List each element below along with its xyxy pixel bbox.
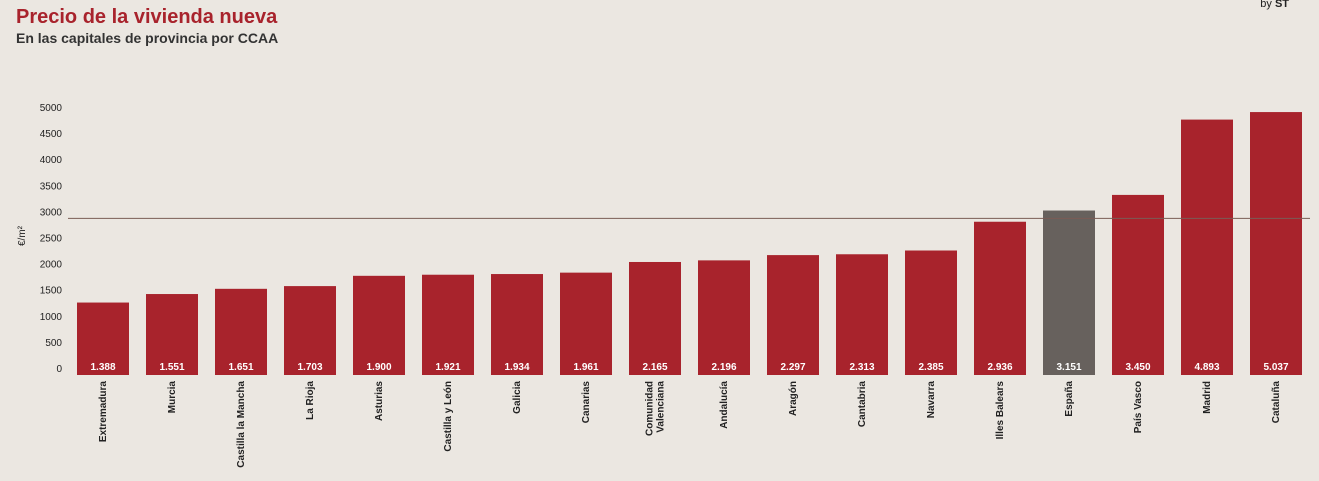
bar [77,302,129,375]
y-axis: 0 500 1000 1500 2000 2500 3000 3500 4000 4500 5000… [17,103,62,375]
y-tick-label: 1000 [40,312,63,323]
data-label: 1.934 [504,362,529,373]
x-tick-label: Castilla la Mancha [236,381,247,468]
x-tick-label-group: Castilla y León [443,381,454,452]
x-tick-label-group: Galicia [512,381,523,414]
y-tick-label: 2500 [40,234,63,245]
x-tick-label-group: Canarias [581,381,592,424]
y-axis-label: €/m² [17,225,28,246]
data-label: 2.297 [780,362,805,373]
y-tick-label: 3000 [40,207,63,218]
bar [698,260,750,375]
bars: 1.388 1.551 1.651 1.703 1.900 1.921 1.934 1.961… [77,112,1302,375]
data-label: 2.313 [849,362,874,373]
y-tick-label: 2000 [40,260,63,271]
credit: by ST [1260,0,1289,10]
chart-subtitle: En las capitales de provincia por CCAA [16,30,279,46]
x-tick-label: España [1064,381,1075,417]
data-label: 4.893 [1194,362,1219,373]
x-tick-label-group: Castilla la Mancha [236,381,247,468]
x-tick-label: Extremadura [98,381,109,443]
data-label: 1.961 [573,362,598,373]
x-tick-label: Castilla y León [443,381,454,452]
y-tick-label: 3500 [40,181,63,192]
x-tick-label-group: Murcia [167,381,178,414]
x-tick-label-group: Cataluña [1271,381,1282,424]
bar [836,254,888,375]
x-tick-label: Navarra [926,381,937,419]
y-tick-label: 0 [56,364,62,375]
data-label: 1.388 [90,362,115,373]
bar [905,250,957,375]
data-label: 5.037 [1263,362,1288,373]
credit-prefix: by [1260,0,1272,10]
x-tick-label-group: Madrid [1202,381,1213,414]
x-tick-label: Asturias [374,381,385,421]
x-tick-label: Cantabria [857,381,868,428]
x-tick-label: Valenciana [656,381,667,433]
y-tick-label: 5000 [40,103,63,114]
x-tick-label: La Rioja [305,381,316,420]
x-tick-label-group: La Rioja [305,381,316,420]
x-tick-label-group: Illes Balears [995,381,1006,440]
x-tick-label: Canarias [581,381,592,424]
data-label: 3.450 [1125,362,1150,373]
data-label: 1.921 [435,362,460,373]
data-label: 1.651 [228,362,253,373]
x-tick-label: Aragón [788,381,799,416]
bar [560,272,612,375]
x-tick-label: Comunidad [645,381,656,436]
credit-brand: ST [1274,0,1289,10]
y-tick-label: 500 [45,338,62,349]
bar [284,286,336,375]
bar [974,221,1026,375]
bar [215,288,267,375]
bar [146,294,198,375]
y-tick-label: 4500 [40,129,63,140]
data-label: 2.196 [711,362,736,373]
y-tick-label: 4000 [40,155,63,166]
data-label: 1.900 [366,362,391,373]
data-label: 2.936 [987,362,1012,373]
bar [1043,210,1095,375]
x-tick-label-group: Cantabria [857,381,868,428]
x-tick-label-group: Extremadura [98,381,109,443]
x-tick-label-group: Navarra [926,381,937,419]
bar [353,275,405,375]
data-label: 1.703 [297,362,322,373]
x-tick-label: Madrid [1202,381,1213,414]
data-label: 3.151 [1056,362,1081,373]
x-tick-label: Galicia [512,381,523,414]
x-tick-label-group: País Vasco [1133,381,1144,433]
bar [422,274,474,375]
bar [1181,119,1233,375]
chart-title: Precio de la vivienda nueva [16,6,278,28]
data-label: 2.165 [642,362,667,373]
bar [1112,194,1164,375]
x-tick-label: Illes Balears [995,381,1006,440]
category-labels: Extremadura Murcia Castilla la Mancha La Ri… [98,381,1282,468]
x-tick-label-group: Asturias [374,381,385,421]
x-tick-label: Murcia [167,381,178,414]
bar [491,274,543,375]
bar [629,261,681,375]
x-tick-label-group: Comunidad Valenciana [645,381,667,436]
x-tick-label-group: Aragón [788,381,799,416]
x-tick-label: País Vasco [1133,381,1144,433]
x-tick-label-group: Andalucía [719,381,730,429]
bar [1250,112,1302,375]
x-tick-label: Andalucía [719,381,730,429]
bar [767,255,819,375]
data-label: 1.551 [159,362,184,373]
data-label: 2.385 [918,362,943,373]
x-tick-label: Cataluña [1271,381,1282,424]
y-tick-label: 1500 [40,286,63,297]
x-tick-label-group: España [1064,381,1075,417]
